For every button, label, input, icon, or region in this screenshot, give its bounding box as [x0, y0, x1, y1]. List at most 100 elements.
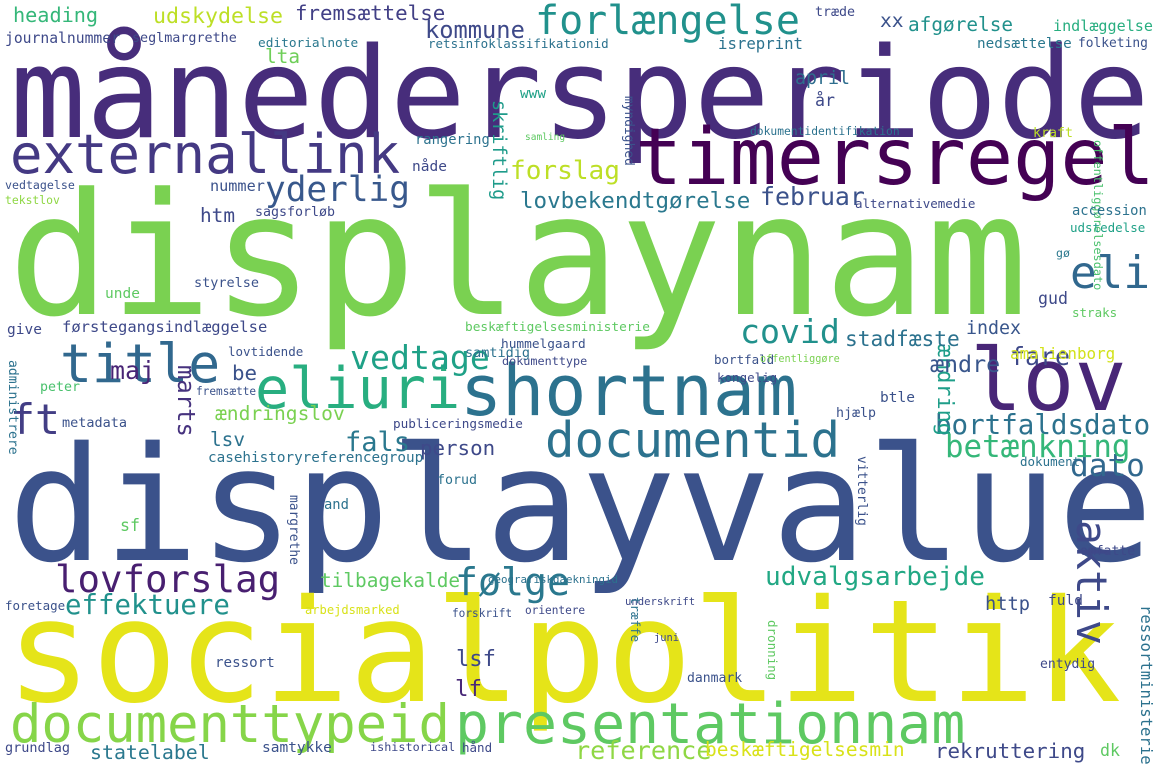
word-isreprint: isreprint — [718, 34, 804, 54]
word-lsf: lsf — [456, 645, 496, 672]
word-offentliggøre: offentliggøre — [760, 353, 840, 365]
word-folketing: folketing — [1078, 35, 1148, 51]
word-tekstlov: tekstlov — [5, 193, 60, 208]
word-eliuri: eliuri — [255, 355, 461, 422]
word-træde: træde — [815, 5, 856, 21]
word-journalnummer: journalnummer — [5, 29, 120, 47]
word-unde: unde — [105, 285, 140, 302]
word-publiceringsmedie: publiceringsmedie — [393, 415, 523, 431]
word-lovbekendtgørelse: lovbekendtgørelse — [520, 187, 751, 214]
word-fare: fare — [1010, 341, 1070, 371]
word-hånd: hånd — [462, 739, 493, 755]
word-gud: gud — [1038, 288, 1068, 308]
word-ft: ft — [10, 395, 60, 445]
word-stadfæste: stadfæste — [845, 326, 960, 352]
word-nåde: nåde — [412, 158, 447, 175]
word-skriftlig: skriftlig — [488, 100, 510, 201]
word-betænkning: betænkning — [945, 428, 1131, 465]
word-statelabel: statelabel — [90, 741, 210, 764]
word-heading: heading — [13, 2, 99, 27]
word-be: be — [232, 360, 258, 385]
word-orientere: orientere — [525, 603, 586, 617]
word-alternativemedie: alternativemedie — [855, 195, 976, 211]
word-afgørelse: afgørelse — [908, 13, 1014, 37]
word-person: person — [420, 435, 496, 460]
word-hummelgaard: hummelgaard — [501, 336, 586, 352]
word-eli: eli — [1070, 247, 1151, 299]
word-lovtidende: lovtidende — [228, 343, 304, 359]
word-træffe: træffe — [628, 597, 644, 643]
word-ændringslov: ændringslov — [215, 402, 345, 426]
word-beskæftigelsesmin: beskæftigelsesmin — [705, 738, 905, 762]
word-omfatte: omfatte — [1080, 543, 1136, 559]
word-forud: forud — [437, 473, 478, 489]
word-fremsættelse: fremsættelse — [295, 0, 446, 25]
word-samtidig: samtidig — [465, 345, 531, 362]
word-vedtagelse: vedtagelse — [5, 178, 75, 193]
word-covid: covid — [740, 312, 840, 352]
word-peter: peter — [40, 380, 81, 396]
word-tilbagekalde: tilbagekalde — [320, 569, 461, 593]
word-accession: accession — [1072, 203, 1147, 220]
word-ressort: ressort — [215, 654, 275, 671]
word-styrelse: styrelse — [194, 275, 260, 292]
word-underskrift: underskrift — [625, 595, 696, 608]
word-socialpolitik: socialpolitik — [6, 569, 1122, 736]
word-danmark: danmark — [687, 670, 743, 686]
word-seglmargrethe: seglmargrethe — [132, 31, 237, 47]
word-effektuere: effektuere — [65, 590, 230, 622]
word-dato: dato — [1070, 448, 1145, 485]
word-vitterlig: vitterlig — [853, 456, 869, 526]
word-forlængelse: forlængelse — [535, 0, 800, 44]
word-samtykke: samtykke — [262, 739, 332, 756]
word-presentationnam: presentationnam — [455, 691, 966, 757]
word-kommune: kommune — [425, 16, 525, 45]
word-sf: sf — [120, 515, 140, 535]
word-metadata: metadata — [62, 415, 128, 432]
word-http: http — [985, 593, 1031, 615]
word-fals: fals — [345, 426, 411, 458]
word-marts: marts — [172, 365, 200, 437]
word-btle: btle — [880, 389, 915, 406]
word-gø: gø — [1056, 246, 1070, 261]
word-straks: straks — [1072, 304, 1118, 320]
word-documenttypeid: documenttypeid — [10, 694, 450, 755]
word-rekruttering: rekruttering — [935, 738, 1086, 763]
word-displayvalue: displayvalue — [8, 413, 1154, 598]
word-førstegangsindlæggelse: førstegangsindlæggelse — [62, 318, 268, 337]
word-displaynam: displaynam — [8, 157, 1028, 355]
word-udstedelse: udstedelse — [1070, 219, 1146, 235]
word-aktiv: aktiv — [1066, 520, 1116, 645]
word-dokumenttype: dokumenttype — [502, 354, 588, 369]
word-ressortministerie: ressortministerie — [1136, 605, 1155, 765]
word-give: give — [7, 321, 42, 338]
word-editorialnote: editorialnote — [258, 35, 359, 51]
word-år: år — [815, 90, 835, 110]
word-foretage: foretage — [5, 597, 66, 613]
word-reference: reference — [575, 736, 712, 766]
word-forslag: forslag — [510, 155, 620, 186]
word-dk: dk — [1100, 740, 1120, 760]
word-dokumentidentifikation: dokumentidentifikation — [750, 125, 900, 139]
word-externallink: externallink — [10, 123, 401, 186]
word-lta: lta — [265, 45, 301, 69]
word-casehistoryreferencegroup: casehistoryreferencegroup — [208, 449, 424, 466]
word-title: title — [60, 333, 221, 396]
word-sagsforløb: sagsforløb — [255, 205, 336, 221]
word-kraft: kraft — [1033, 126, 1074, 142]
word-forskrift: forskrift — [452, 606, 513, 620]
word-grundlag: grundlag — [5, 740, 71, 757]
word-udskydelse: udskydelse — [153, 4, 284, 30]
word-samling: samling — [525, 132, 566, 144]
word-kongelig: kongelig — [717, 369, 778, 385]
word-indlæggelse: indlæggelse — [1053, 16, 1153, 35]
word-nedsættelse: nedsættelse — [977, 35, 1072, 52]
word-lovforslag: lovforslag — [55, 557, 281, 602]
word-månedersperiode: månedersperiode — [10, 19, 1150, 167]
word-arbejdsmarked: arbejdsmarked — [305, 602, 400, 617]
word-retsinfoklassifikationid: retsinfoklassifikationid — [428, 35, 609, 51]
word-shortnam: shortnam — [460, 350, 798, 432]
word-ændre: ændre — [930, 351, 1001, 379]
word-nummer: nummer — [210, 177, 265, 196]
